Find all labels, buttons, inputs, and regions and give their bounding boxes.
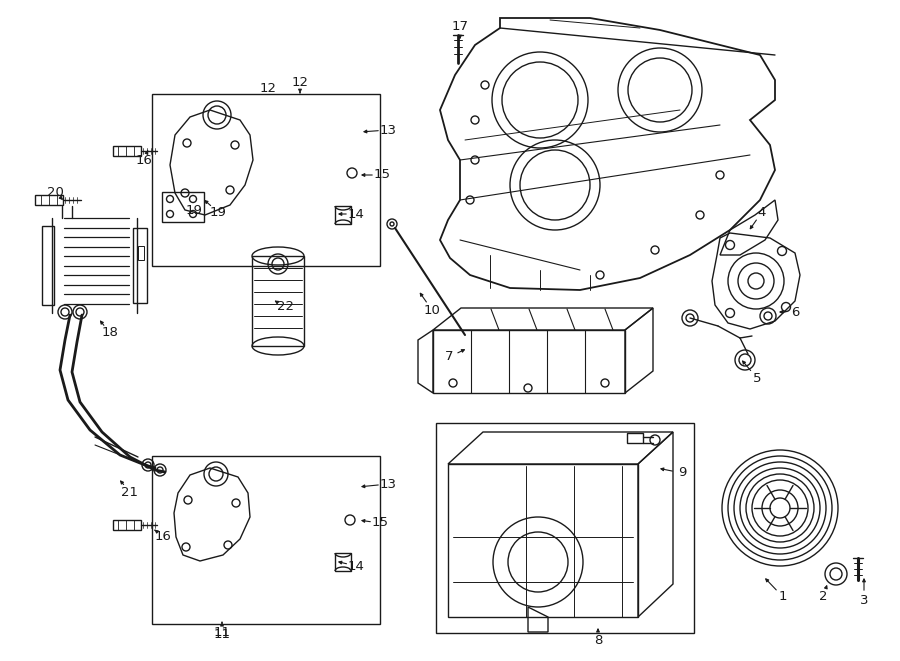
Text: 20: 20 [47, 186, 63, 198]
Text: 18: 18 [102, 327, 119, 340]
Text: 3: 3 [860, 594, 868, 607]
Bar [252, 256, 304, 346]
Text: 15: 15 [374, 169, 391, 182]
Bar [335, 553, 351, 571]
Bar [133, 228, 147, 303]
Text: 16: 16 [155, 529, 171, 543]
Text: 16: 16 [136, 153, 152, 167]
Bar [152, 456, 380, 624]
Text: 13: 13 [380, 477, 397, 490]
Text: 4: 4 [758, 206, 766, 219]
Bar [138, 246, 144, 260]
Text: 14: 14 [347, 208, 365, 221]
Text: 17: 17 [452, 20, 469, 34]
Text: 10: 10 [424, 303, 440, 317]
Text: 5: 5 [752, 371, 761, 385]
Text: 6: 6 [791, 305, 799, 319]
Text: 9: 9 [678, 467, 686, 479]
Text: 19: 19 [210, 206, 227, 219]
Text: 11: 11 [213, 627, 230, 641]
Text: 13: 13 [380, 124, 397, 137]
Text: 12: 12 [259, 81, 276, 95]
Text: 2: 2 [819, 590, 827, 603]
Text: 14: 14 [347, 559, 365, 572]
Text: 11: 11 [213, 625, 230, 639]
Text: 7: 7 [445, 350, 454, 364]
Text: 8: 8 [594, 633, 602, 646]
Text: 21: 21 [122, 485, 139, 498]
Bar [152, 94, 380, 266]
Text: 1: 1 [778, 590, 788, 603]
Bar [335, 206, 351, 224]
Bar [436, 423, 694, 633]
Text: 12: 12 [292, 77, 309, 89]
Text: 19: 19 [185, 204, 202, 217]
Bar [162, 192, 204, 222]
Text: 15: 15 [372, 516, 389, 529]
Bar [42, 226, 54, 305]
Bar [627, 433, 643, 443]
Text: 22: 22 [276, 301, 293, 313]
